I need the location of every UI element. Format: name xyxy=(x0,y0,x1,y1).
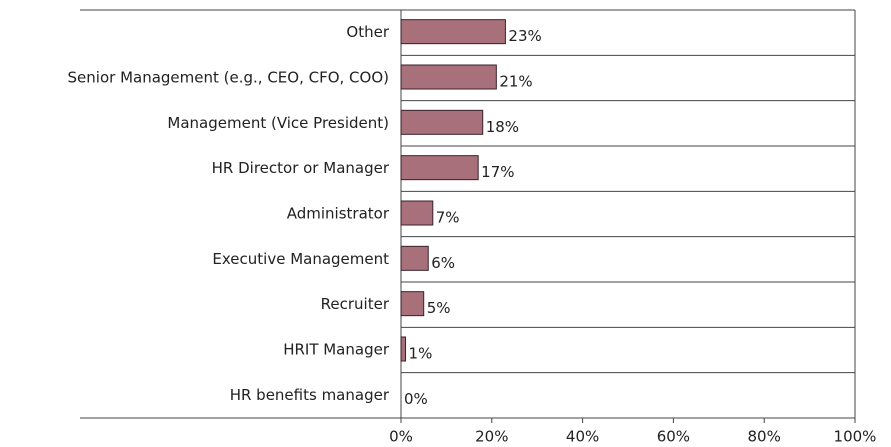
bar xyxy=(400,291,425,317)
category-label: Other xyxy=(346,23,389,41)
x-tick-label: 20% xyxy=(475,428,508,446)
value-label: 17% xyxy=(481,163,514,181)
x-tick-label: 100% xyxy=(834,428,877,446)
category-label: Management (Vice President) xyxy=(167,114,389,132)
bar xyxy=(400,19,506,45)
x-tick-label: 0% xyxy=(389,428,413,446)
value-label: 7% xyxy=(436,209,460,227)
category-label: Administrator xyxy=(287,205,390,223)
value-label: 18% xyxy=(486,118,519,136)
bar xyxy=(400,336,407,362)
x-tick-label: 40% xyxy=(566,428,599,446)
category-label: HR benefits manager xyxy=(230,386,390,404)
bar xyxy=(400,109,484,135)
bar xyxy=(400,64,497,90)
category-label: Executive Management xyxy=(212,250,389,268)
bar xyxy=(400,155,479,181)
category-label: Recruiter xyxy=(321,295,390,313)
x-tick-label: 60% xyxy=(657,428,690,446)
value-label: 1% xyxy=(409,345,433,363)
value-label: 0% xyxy=(404,390,428,408)
category-label: HRIT Manager xyxy=(283,341,390,359)
bar xyxy=(400,245,429,271)
value-label: 21% xyxy=(499,73,532,91)
value-label: 5% xyxy=(427,299,451,317)
bar xyxy=(400,200,434,226)
value-label: 23% xyxy=(508,27,541,45)
x-tick-label: 80% xyxy=(748,428,781,446)
value-label: 6% xyxy=(431,254,455,272)
category-label: Senior Management (e.g., CEO, CFO, COO) xyxy=(68,69,389,87)
category-label: HR Director or Manager xyxy=(212,159,390,177)
